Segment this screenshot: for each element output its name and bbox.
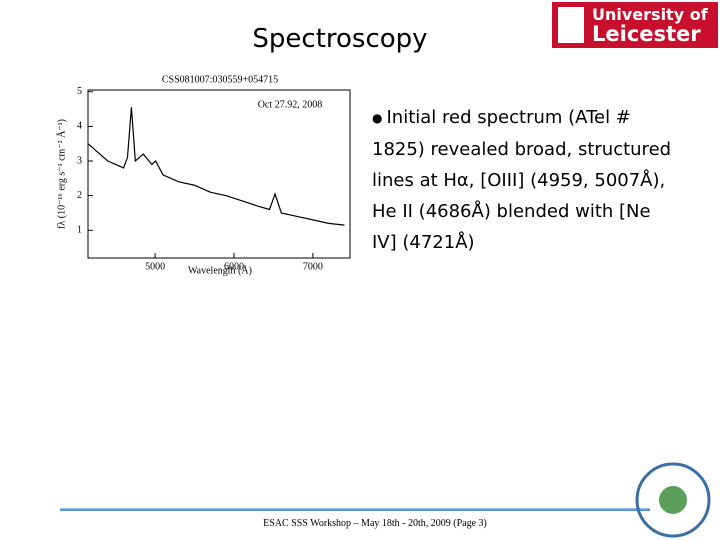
emblem-core	[659, 486, 687, 514]
y-tick-label: 4	[77, 121, 82, 132]
y-tick-label: 1	[77, 225, 82, 236]
annotation: Oct 27.92, 2008	[258, 99, 322, 110]
x-axis-label: Wavelength (Å)	[188, 264, 252, 276]
emblem-ring	[635, 462, 711, 538]
emblem	[635, 462, 711, 538]
plot-frame	[87, 89, 351, 259]
bullet-text: ● Initial red spectrum (ATel # 1825) reve…	[372, 102, 672, 258]
logo-line: Leicester	[592, 22, 701, 46]
spectrum-chart: CSS081007:030559+054715 Oct 27.92, 2008 …	[55, 74, 351, 276]
x-tick-label: 7000	[303, 261, 323, 272]
footer: ESAC SSS Workshop – May 18th - 20th, 200…	[263, 518, 487, 529]
spectrum-line	[87, 107, 345, 226]
y-axis-label: fλ (10⁻¹⁶ erg s⁻¹ cm⁻² Å⁻¹)	[55, 119, 67, 229]
bullet-body: Initial red spectrum (ATel # 1825) revea…	[372, 107, 672, 253]
x-tick-label: 5000	[145, 261, 165, 272]
footer-rule	[60, 508, 650, 511]
chart-title: CSS081007:030559+054715	[162, 74, 278, 85]
logo: University of Leicester	[552, 2, 718, 48]
slide-title: Spectroscopy	[252, 24, 428, 54]
logo-crest	[558, 7, 584, 43]
y-tick-label: 2	[77, 190, 82, 201]
y-tick-label: 3	[77, 155, 82, 166]
bullet-dot: ●	[372, 110, 383, 125]
x-tick-label: 6000	[224, 261, 244, 272]
y-tick-label: 5	[77, 86, 82, 97]
logo-line: University of	[592, 5, 708, 24]
